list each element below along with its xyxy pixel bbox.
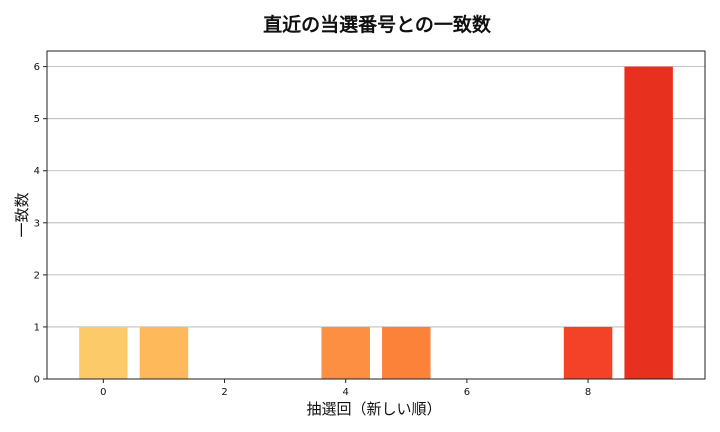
bar — [79, 326, 128, 379]
y-tick-label: 2 — [34, 270, 40, 281]
y-tick-label: 4 — [34, 166, 40, 177]
x-axis-ticks: 0 2 4 6 8 — [100, 379, 591, 398]
bars — [79, 66, 673, 379]
y-tick-label: 6 — [34, 62, 40, 73]
bar — [139, 326, 189, 379]
x-axis-label: 抽選回（新しい順） — [306, 400, 441, 418]
bar — [382, 326, 431, 379]
x-tick-label: 2 — [221, 387, 227, 398]
x-tick-label: 8 — [585, 387, 591, 398]
grid-lines — [47, 66, 705, 328]
bar — [624, 66, 673, 379]
x-tick-label: 6 — [464, 387, 470, 398]
x-tick-label: 4 — [343, 387, 349, 398]
x-tick-label: 0 — [100, 387, 106, 398]
plot-frame — [46, 50, 706, 380]
y-tick-label: 5 — [34, 114, 40, 125]
bar — [321, 326, 370, 379]
bar — [563, 326, 613, 379]
y-axis-label: 一致数 — [13, 192, 31, 237]
y-tick-label: 3 — [34, 218, 40, 229]
y-tick-label: 1 — [34, 322, 40, 333]
y-tick-label: 0 — [34, 375, 40, 386]
y-axis-ticks: 0 1 2 3 4 5 6 — [34, 62, 47, 386]
chart-title: 直近の当選番号との一致数 — [263, 13, 492, 36]
